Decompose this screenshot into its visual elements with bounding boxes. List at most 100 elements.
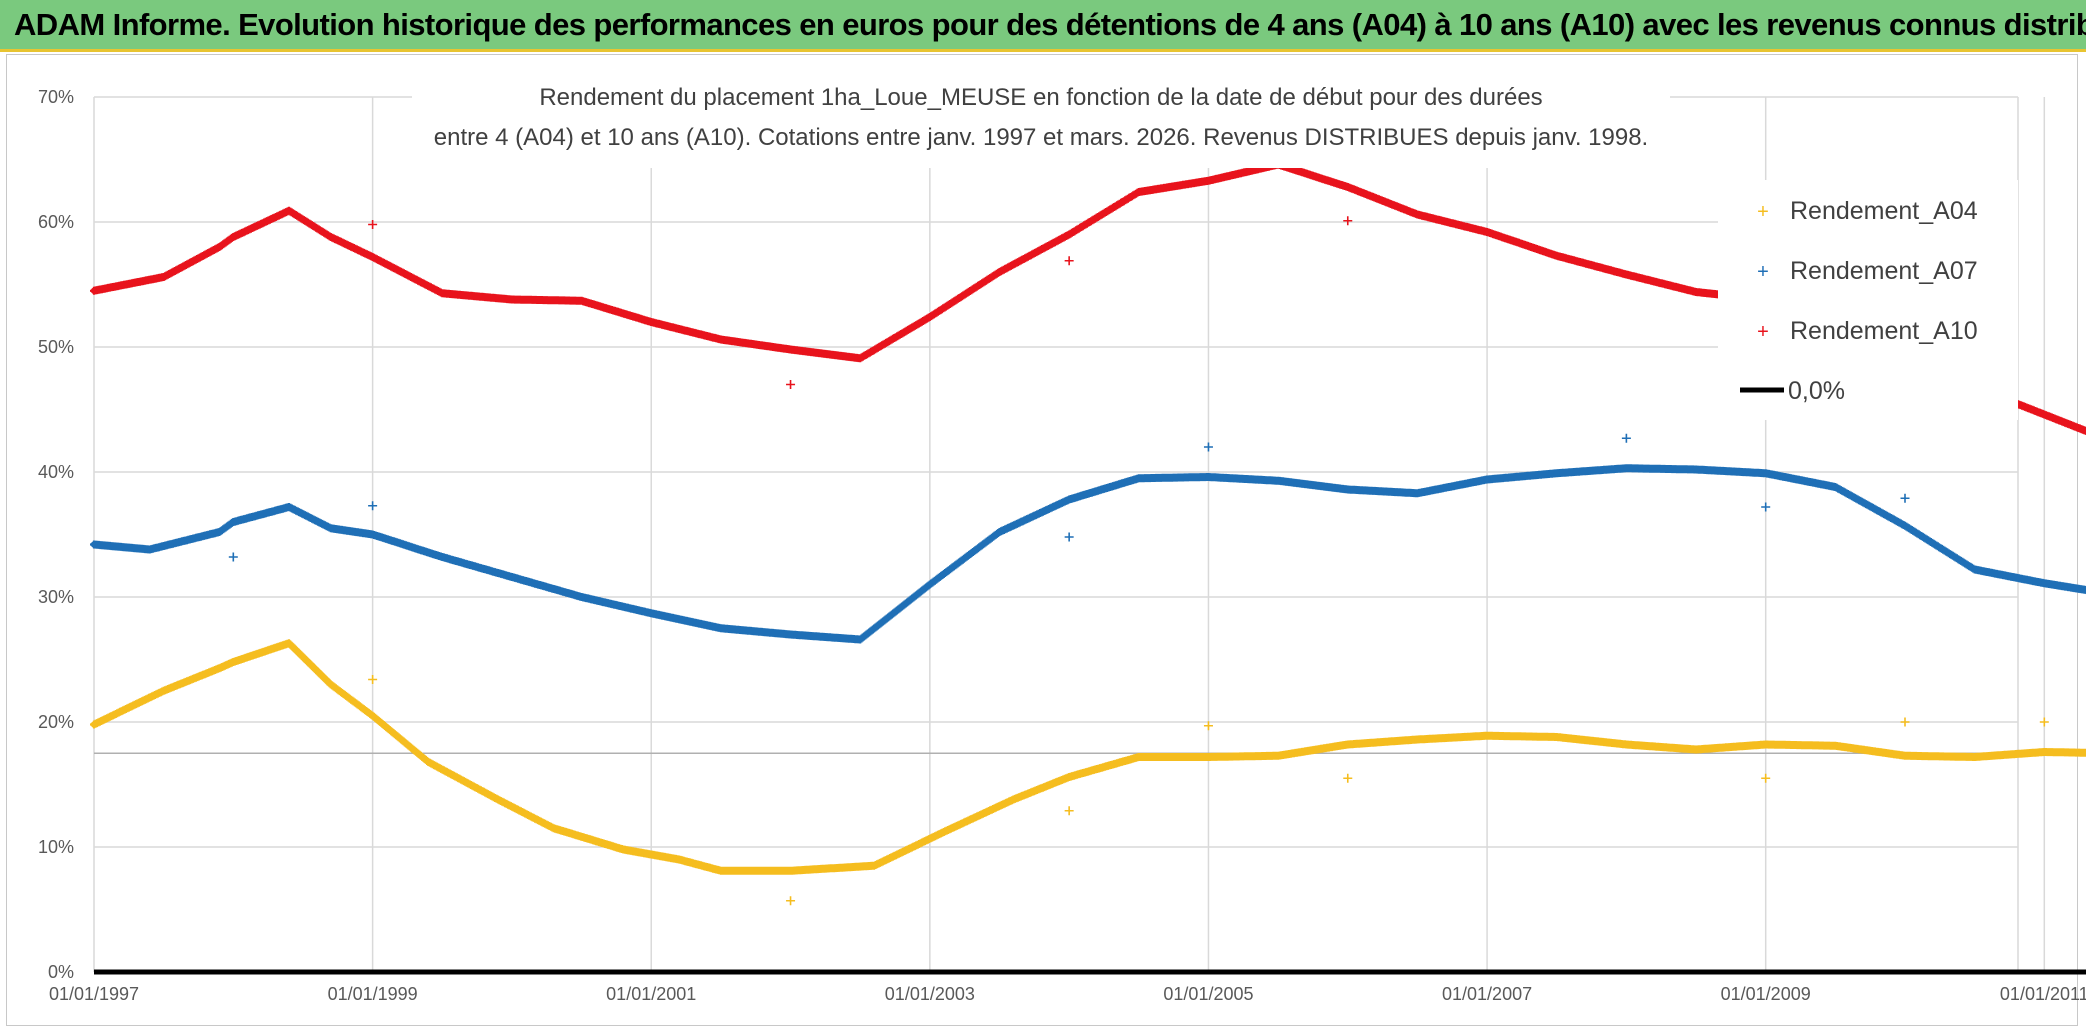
data-point bbox=[1901, 522, 1909, 529]
data-point bbox=[1135, 188, 1143, 196]
legend-marker-a10: + bbox=[1757, 321, 1769, 343]
data-point bbox=[2041, 748, 2048, 756]
data-point bbox=[285, 640, 293, 647]
data-point bbox=[1344, 741, 1351, 748]
data-point bbox=[216, 528, 223, 536]
x-tick-label: 01/01/1999 bbox=[328, 984, 418, 1004]
outlier-point bbox=[1203, 721, 1213, 731]
legend-marker-a04: + bbox=[1757, 201, 1769, 223]
data-point bbox=[1135, 753, 1143, 761]
data-point bbox=[1344, 486, 1351, 493]
data-point bbox=[926, 313, 934, 321]
x-tick-label: 01/01/2009 bbox=[1721, 984, 1811, 1004]
banner-title: ADAM Informe. Evolution historique des p… bbox=[14, 7, 2086, 42]
data-point bbox=[1274, 477, 1282, 484]
outlier-point bbox=[786, 896, 796, 906]
data-point bbox=[1065, 231, 1073, 238]
outlier-point bbox=[228, 552, 238, 562]
data-point bbox=[90, 721, 98, 728]
data-point bbox=[717, 625, 725, 632]
data-point bbox=[1832, 483, 1839, 491]
data-point bbox=[1692, 746, 1700, 753]
data-point bbox=[90, 541, 98, 548]
data-point bbox=[578, 593, 585, 601]
data-point bbox=[675, 856, 683, 863]
x-tick-label: 01/01/2001 bbox=[606, 984, 696, 1004]
outlier-point bbox=[786, 380, 796, 389]
data-point bbox=[1274, 752, 1282, 759]
legend-label-a04: Rendement_A04 bbox=[1790, 197, 1978, 225]
data-point bbox=[1344, 183, 1351, 191]
data-point bbox=[996, 268, 1003, 276]
data-point bbox=[1692, 466, 1700, 473]
data-point bbox=[230, 233, 237, 241]
y-tick-label: 20% bbox=[38, 712, 74, 732]
legend-entry-a10: + Rendement_A10 bbox=[1757, 317, 1977, 345]
legend-label-zero: 0,0% bbox=[1788, 377, 1845, 405]
chart-subtitle-line-2: entre 4 (A04) et 10 ans (A10). Cotations… bbox=[434, 124, 1648, 151]
data-point bbox=[160, 687, 167, 694]
y-tick-label: 70% bbox=[38, 87, 74, 107]
series-band-rendement_a04 bbox=[90, 639, 2086, 875]
data-point bbox=[1623, 465, 1630, 472]
data-point bbox=[648, 610, 655, 617]
outlier-point bbox=[1064, 532, 1074, 542]
outlier-point bbox=[368, 501, 378, 511]
legend-label-a07: Rendement_A07 bbox=[1790, 257, 1978, 285]
data-point bbox=[2041, 580, 2048, 587]
legend-label-a10: Rendement_A10 bbox=[1790, 317, 1978, 345]
data-point bbox=[327, 681, 335, 688]
data-point bbox=[1483, 732, 1491, 739]
data-point bbox=[494, 796, 502, 803]
data-point bbox=[1553, 470, 1560, 477]
data-point bbox=[369, 531, 376, 538]
chart-subtitle-line-1: Rendement du placement 1ha_Loue_MEUSE en… bbox=[539, 84, 1542, 111]
data-point bbox=[285, 207, 293, 214]
data-series bbox=[90, 160, 2086, 906]
outlier-point bbox=[1064, 806, 1074, 816]
y-tick-label: 40% bbox=[38, 462, 74, 482]
y-axis-ticks: 0% 10% 20% 30% 40% 50% 60% 70% bbox=[38, 87, 74, 982]
legend-entry-a04: + Rendement_A04 bbox=[1757, 197, 1978, 225]
y-tick-label: 30% bbox=[38, 587, 74, 607]
data-point bbox=[369, 712, 376, 719]
data-point bbox=[717, 336, 725, 343]
data-point bbox=[787, 867, 794, 874]
data-point bbox=[90, 287, 98, 294]
data-point bbox=[439, 553, 446, 561]
y-tick-label: 60% bbox=[38, 212, 74, 232]
data-point bbox=[1010, 796, 1017, 803]
data-point bbox=[1205, 753, 1212, 761]
data-point bbox=[1623, 271, 1630, 278]
data-point bbox=[996, 528, 1003, 536]
data-point bbox=[550, 825, 557, 832]
data-point bbox=[1971, 566, 1978, 573]
data-point bbox=[856, 355, 864, 362]
outlier-point bbox=[1900, 493, 1910, 503]
x-tick-label: 01/01/2003 bbox=[885, 984, 975, 1004]
data-point bbox=[1414, 211, 1421, 218]
outlier-point bbox=[1343, 773, 1353, 783]
y-tick-label: 0% bbox=[48, 962, 74, 982]
data-point bbox=[1692, 288, 1700, 296]
data-point bbox=[1553, 252, 1560, 259]
series-rendement_a04 bbox=[90, 639, 2086, 906]
data-point bbox=[926, 581, 934, 588]
data-point bbox=[578, 297, 585, 304]
data-point bbox=[787, 346, 794, 353]
legend-entry-a07: + Rendement_A07 bbox=[1757, 257, 1977, 285]
outlier-point bbox=[368, 675, 378, 684]
data-point bbox=[425, 758, 432, 766]
data-point bbox=[1205, 473, 1212, 481]
data-point bbox=[717, 867, 725, 874]
title-banner: ADAM Informe. Evolution historique des p… bbox=[0, 0, 2086, 52]
data-point bbox=[508, 296, 516, 303]
x-tick-label: 01/01/2011 bbox=[2000, 984, 2086, 1004]
data-point bbox=[870, 862, 878, 869]
chart-frame bbox=[6, 54, 2078, 1026]
data-point bbox=[1414, 490, 1421, 497]
outlier-point bbox=[368, 220, 378, 229]
data-point bbox=[230, 658, 237, 666]
data-point bbox=[285, 503, 293, 511]
